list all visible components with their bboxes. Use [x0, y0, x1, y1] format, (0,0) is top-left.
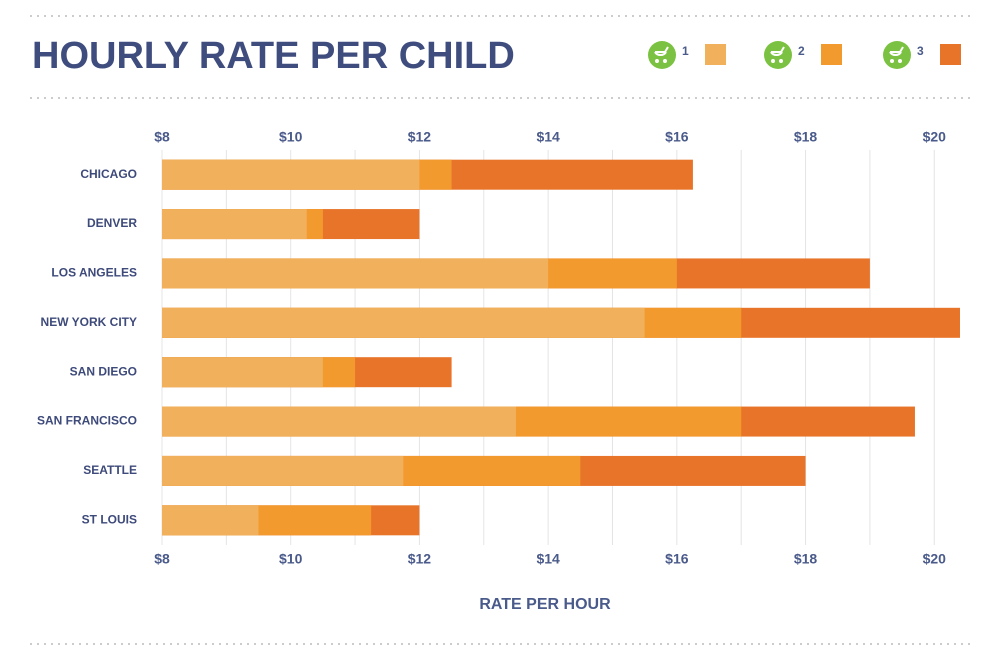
bar: [162, 307, 645, 338]
legend-icon: [771, 59, 775, 63]
legend-item: 2: [764, 41, 842, 69]
y-tick-label: ST LOUIS: [82, 512, 137, 526]
x-tick-label: $20: [923, 551, 947, 567]
y-tick-label: SAN DIEGO: [70, 364, 137, 378]
legend-label: 1: [682, 44, 689, 58]
legend-icon: [890, 59, 894, 63]
bar: [162, 209, 307, 240]
x-tick-label: $10: [279, 551, 303, 567]
legend-icon: [898, 59, 902, 63]
x-tick-label: $8: [154, 551, 170, 567]
legend-icon: [654, 46, 669, 56]
x-tick-label: $18: [794, 551, 818, 567]
legend-swatch: [940, 44, 961, 65]
x-tick-label: $12: [408, 129, 432, 145]
legend-label: 3: [917, 44, 924, 58]
x-tick-label: $16: [665, 129, 689, 145]
x-tick-label: $20: [923, 129, 947, 145]
bar: [162, 406, 516, 437]
bar: [162, 159, 420, 190]
x-tick-label: $8: [154, 129, 170, 145]
bar: [162, 357, 323, 388]
x-tick-label: $10: [279, 129, 303, 145]
legend-swatch: [705, 44, 726, 65]
bar: [162, 258, 549, 289]
legend-item: 3: [883, 41, 961, 69]
x-tick-label: $12: [408, 551, 432, 567]
y-tick-label: DENVER: [87, 216, 137, 230]
y-tick-label: CHICAGO: [80, 167, 137, 181]
x-tick-label: $16: [665, 551, 689, 567]
legend-label: 2: [798, 44, 805, 58]
x-tick-label: $14: [536, 129, 560, 145]
chart-title: HOURLY RATE PER CHILD: [32, 35, 515, 77]
x-tick-label: $14: [536, 551, 560, 567]
legend: 1 2 3: [648, 41, 961, 69]
bar: [162, 455, 404, 486]
legend-icon: [663, 59, 667, 63]
legend-icon: [779, 59, 783, 63]
bar: [162, 505, 259, 536]
legend-icon: [770, 46, 785, 56]
legend-swatch: [821, 44, 842, 65]
legend-icon: [889, 46, 904, 56]
y-tick-label: SEATTLE: [83, 463, 137, 477]
y-tick-label: SAN FRANCISCO: [37, 414, 137, 428]
y-tick-label: NEW YORK CITY: [41, 315, 137, 329]
x-axis-label: RATE PER HOUR: [479, 596, 611, 613]
legend-item: 1: [648, 41, 726, 69]
x-tick-label: $18: [794, 129, 818, 145]
y-tick-label: LOS ANGELES: [51, 266, 137, 280]
legend-icon: [655, 59, 659, 63]
